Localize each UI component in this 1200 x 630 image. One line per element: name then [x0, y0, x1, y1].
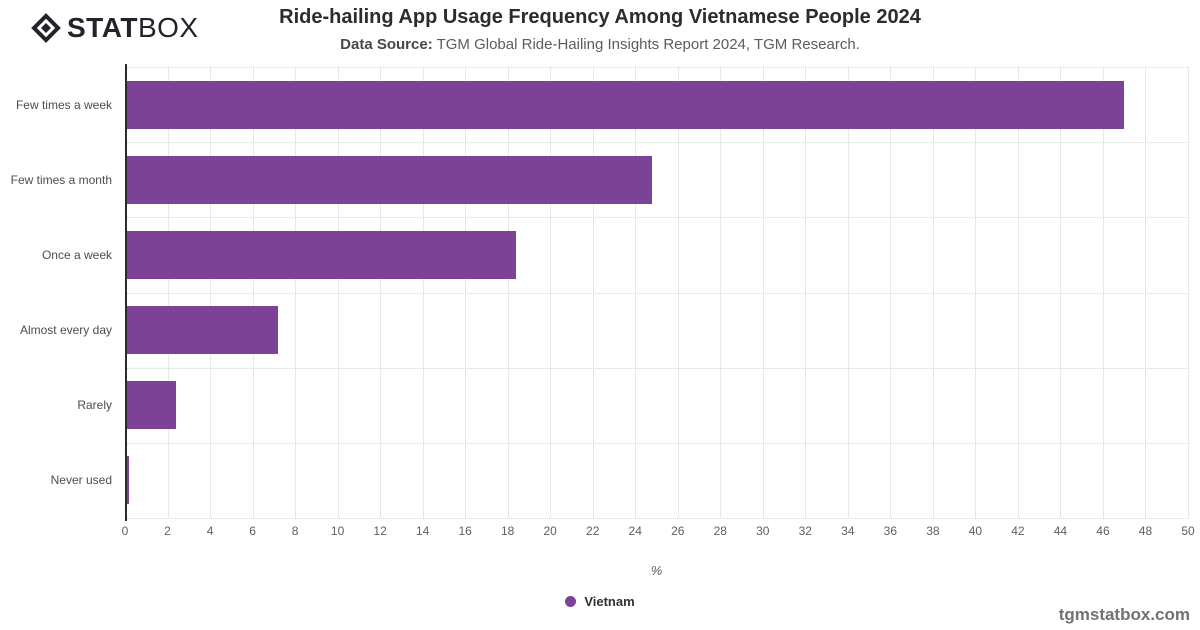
- legend: Vietnam: [0, 594, 1200, 609]
- band-separator: [125, 367, 1188, 369]
- x-tick-label: 36: [883, 524, 898, 538]
- statbox-logo: STATBOX: [30, 9, 199, 47]
- x-tick-label: 4: [206, 524, 214, 538]
- category-label: Never used: [50, 473, 112, 488]
- x-tick-label: 48: [1138, 524, 1153, 538]
- x-tick-label: 40: [968, 524, 983, 538]
- x-tick-label: 34: [841, 524, 855, 538]
- gridline: [1188, 67, 1189, 518]
- x-tick-label: 42: [1011, 524, 1025, 538]
- band-separator: [125, 217, 1188, 219]
- data-source-label: Data Source:: [340, 36, 433, 53]
- x-tick-label: 28: [713, 524, 727, 538]
- plot-area: [125, 64, 1189, 521]
- y-axis-line: [125, 64, 127, 521]
- bar-rarely: [125, 381, 177, 430]
- legend-label: Vietnam: [584, 594, 635, 609]
- watermark: tgmstatbox.com: [1058, 605, 1190, 624]
- band-separator: [125, 67, 1188, 68]
- bar-few-times-a-week: [125, 80, 1125, 129]
- x-tick-label: 18: [500, 524, 515, 538]
- x-tick-label: 0: [121, 524, 129, 538]
- bar-few-times-a-month: [125, 155, 653, 204]
- bar-once-a-week: [125, 230, 517, 279]
- x-tick-label: 24: [628, 524, 642, 538]
- x-tick-label: 2: [164, 524, 171, 538]
- band-separator: [125, 518, 1188, 519]
- band-separator: [125, 142, 1188, 144]
- data-source-text: TGM Global Ride-Hailing Insights Report …: [436, 36, 860, 53]
- band-separator: [125, 442, 1188, 444]
- category-label: Few times a week: [15, 97, 112, 112]
- x-tick-label: 12: [373, 524, 387, 538]
- x-tick-label: 10: [330, 524, 345, 538]
- bar-never-used: [125, 456, 130, 505]
- x-tick-label: 44: [1053, 524, 1068, 538]
- band-separator: [125, 292, 1188, 294]
- category-label: Rarely: [77, 398, 112, 413]
- x-tick-label: 6: [249, 524, 256, 538]
- x-axis-title: %: [650, 563, 663, 578]
- category-label: Almost every day: [19, 323, 112, 338]
- x-tick-label: 26: [671, 524, 685, 538]
- statbox-diamond-icon: [30, 12, 62, 44]
- x-tick-label: 22: [586, 524, 600, 538]
- x-tick-label: 46: [1096, 524, 1110, 538]
- x-tick-label: 38: [926, 524, 940, 538]
- x-tick-label: 50: [1181, 524, 1195, 538]
- category-label: Few times a month: [10, 172, 112, 187]
- statbox-logo-text: STATBOX: [67, 12, 199, 43]
- legend-dot-icon: [565, 596, 577, 607]
- x-tick-label: 30: [756, 524, 770, 538]
- bar-almost-every-day: [125, 306, 279, 355]
- x-tick-label: 16: [458, 524, 472, 538]
- x-tick-label: 8: [291, 524, 299, 538]
- x-tick-label: 20: [543, 524, 557, 538]
- category-label: Once a week: [41, 247, 112, 262]
- x-tick-label: 32: [798, 524, 812, 538]
- x-tick-label: 14: [415, 524, 430, 538]
